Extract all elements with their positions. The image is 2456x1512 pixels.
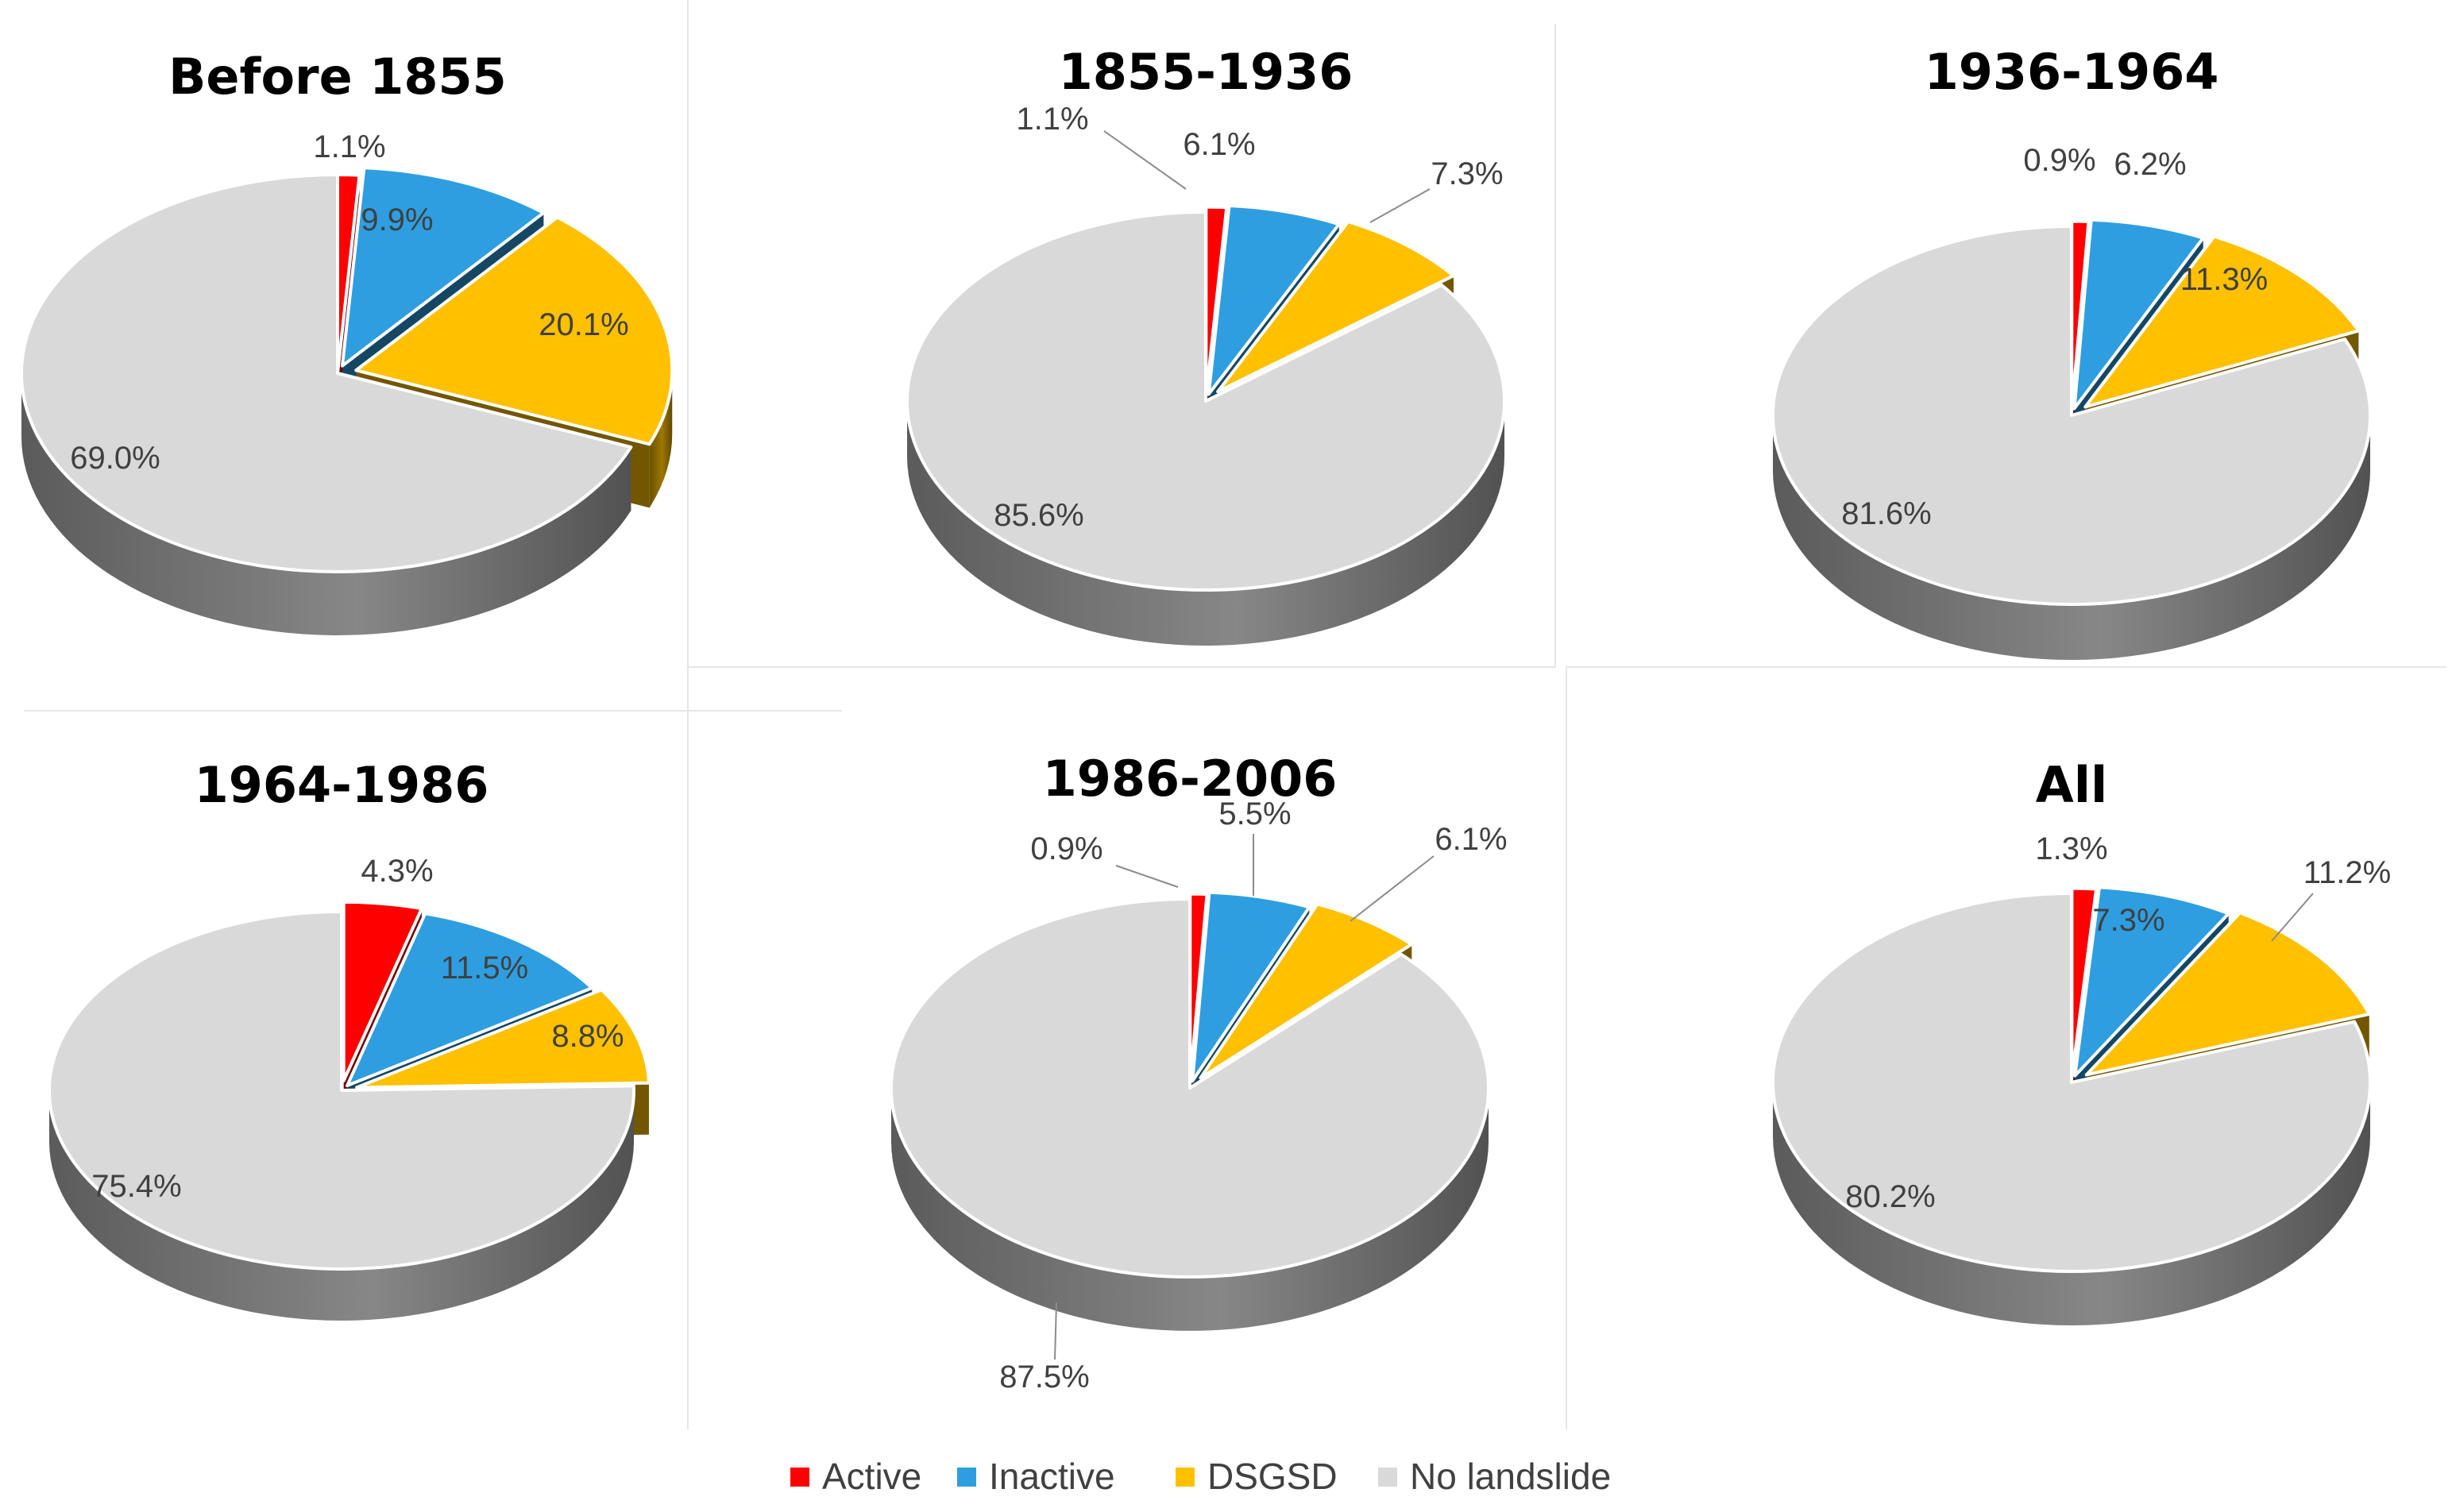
- slice-dsgsd: [2083, 234, 2361, 409]
- data-label-no-landslide: 75.4%: [91, 1169, 181, 1204]
- legend-item-no-landslide: No landslide: [1378, 1456, 1611, 1497]
- legend-label: Active: [822, 1456, 921, 1497]
- data-label-no-landslide: 87.5%: [999, 1360, 1089, 1394]
- chart-title: 1855-1936: [1059, 43, 1354, 101]
- data-label-inactive: 5.5%: [1218, 796, 1291, 831]
- data-label-no-landslide: 85.6%: [994, 498, 1083, 533]
- slice-active: [2070, 886, 2099, 1079]
- chart-title: Before 1855: [168, 48, 507, 106]
- slice-active: [1204, 205, 1229, 398]
- data-label-no-landslide: 69.0%: [70, 441, 160, 476]
- slice-dsgsd: [354, 215, 674, 446]
- pie-chart-all: All 1.3% 7.3% 11.2% 80.2%: [1771, 756, 2391, 1325]
- data-label-dsgsd: 7.3%: [1431, 156, 1503, 191]
- slice-active: [342, 900, 423, 1082]
- chart-title: All: [2036, 756, 2108, 814]
- legend-label: No landslide: [1410, 1456, 1611, 1497]
- data-label-dsgsd: 6.1%: [1435, 822, 1507, 857]
- slice-inactive: [1191, 890, 1311, 1083]
- slice-inactive: [2072, 218, 2205, 411]
- slice-inactive: [346, 912, 594, 1088]
- legend-swatch: [1176, 1468, 1195, 1487]
- pie-chart-1964-1986: 1964-1986 4.3% 11.5% 8.8% 75.4%: [48, 756, 651, 1321]
- data-label-active: 0.9%: [1030, 831, 1102, 866]
- slice-dsgsd: [1216, 220, 1455, 394]
- data-label-active: 4.3%: [361, 854, 433, 889]
- legend-item-inactive: Inactive: [957, 1456, 1115, 1497]
- data-label-no-landslide: 81.6%: [1841, 496, 1931, 531]
- pie-chart-1986-2006: 1986-2006 0.9% 5.5% 6.1% 87.5%: [890, 750, 1508, 1394]
- charts-layer: Before 18551.1%9.9%20.1%69.0%1855-19361.…: [20, 43, 2391, 1394]
- legend-item-dsgsd: DSGSD: [1176, 1456, 1338, 1497]
- legend-swatch: [1378, 1468, 1397, 1487]
- legend-item-active: Active: [790, 1456, 921, 1497]
- pie-chart-before-1855: Before 1855 1.1% 9.9% 20.1% 69.0%: [20, 48, 674, 636]
- slice-no-landslide: [48, 910, 635, 1271]
- data-label-active: 0.9%: [2023, 143, 2095, 178]
- data-label-no-landslide: 80.2%: [1845, 1179, 1935, 1214]
- slice-inactive: [2073, 885, 2230, 1078]
- data-label-inactive: 9.9%: [361, 202, 433, 237]
- slice-dsgsd: [355, 988, 651, 1090]
- data-label-dsgsd: 11.2%: [2303, 855, 2391, 890]
- slice-active: [2070, 219, 2091, 412]
- pie-chart-1936-1964: 1936-1964 0.9% 6.2% 11.3% 81.6%: [1771, 43, 2372, 660]
- slice-no-landslide: [890, 897, 1490, 1279]
- slice-no-landslide: [1771, 225, 2372, 606]
- chart-title: 1936-1964: [1925, 43, 2219, 101]
- chart-title: 1964-1986: [195, 756, 489, 814]
- data-label-inactive: 6.2%: [2114, 147, 2186, 182]
- legend-label: DSGSD: [1207, 1456, 1338, 1497]
- data-label-inactive: 6.1%: [1183, 127, 1255, 162]
- legend: Active Inactive DSGSD No landslide: [790, 1456, 1611, 1497]
- leader-line: [1115, 865, 1179, 888]
- slice-inactive: [1207, 204, 1341, 396]
- legend-swatch: [790, 1468, 809, 1487]
- chart-title: 1986-2006: [1043, 750, 1338, 808]
- data-label-inactive: 11.5%: [441, 951, 528, 986]
- legend-swatch: [957, 1468, 976, 1487]
- slice-active: [1188, 892, 1209, 1085]
- leader-line: [2271, 893, 2314, 942]
- panel-dividers: [24, 0, 2446, 1429]
- data-label-dsgsd: 8.8%: [551, 1019, 624, 1054]
- leader-line: [1369, 188, 1431, 223]
- slice-dsgsd: [1199, 902, 1414, 1080]
- data-label-active: 1.1%: [1016, 102, 1088, 137]
- slice-dsgsd: [2084, 911, 2371, 1077]
- legend-label: Inactive: [989, 1456, 1115, 1497]
- data-label-dsgsd: 11.3%: [2180, 262, 2268, 297]
- leader-line: [1054, 1302, 1057, 1360]
- leader-line: [1103, 130, 1187, 190]
- data-label-inactive: 7.3%: [2092, 903, 2164, 938]
- leader-line: [1350, 855, 1435, 922]
- slice-no-landslide: [1771, 892, 2372, 1273]
- data-label-dsgsd: 20.1%: [539, 307, 628, 342]
- data-label-active: 1.1%: [313, 129, 385, 164]
- slice-no-landslide: [20, 173, 633, 573]
- slice-inactive: [340, 166, 546, 368]
- data-label-active: 1.3%: [2035, 831, 2107, 866]
- slice-no-landslide: [906, 210, 1506, 592]
